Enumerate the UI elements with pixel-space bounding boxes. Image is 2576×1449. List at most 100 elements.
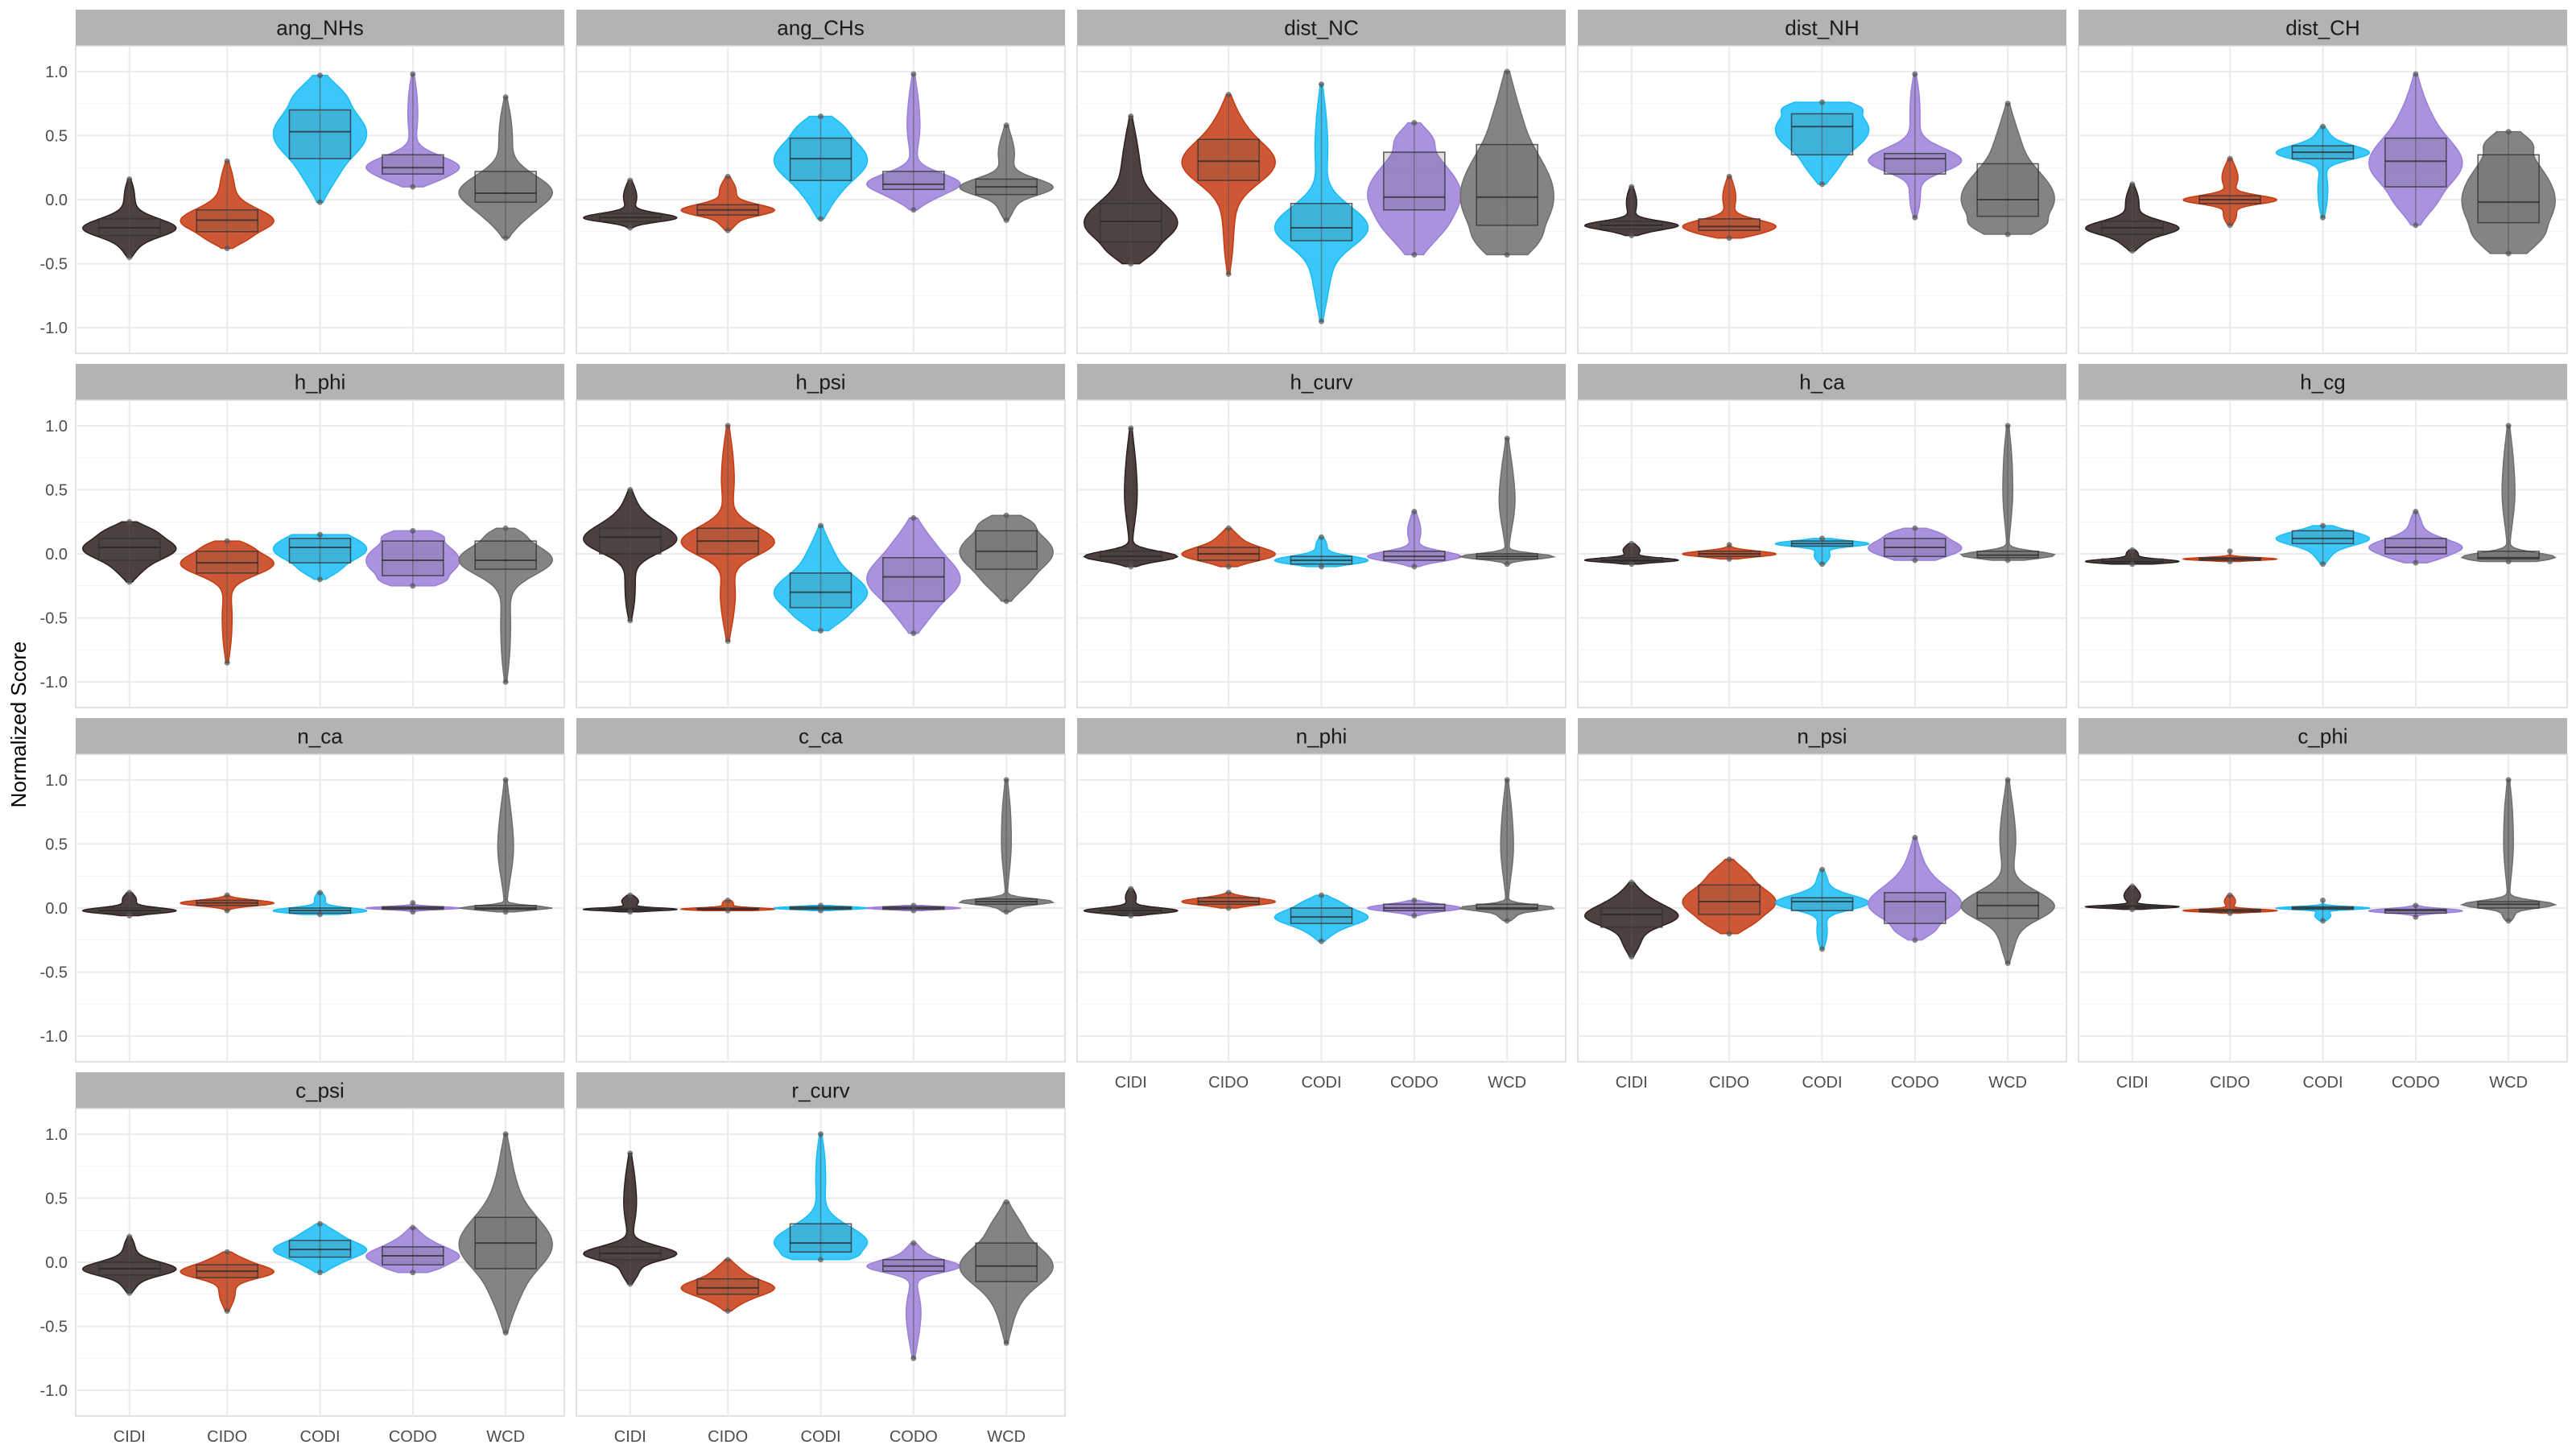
outlier-point [910,514,917,521]
box-iqr [382,154,444,175]
outlier-point [224,892,230,898]
outlier-point [126,254,133,261]
outlier-point [1411,913,1418,919]
outlier-point [627,225,634,231]
box-iqr [98,538,161,561]
box-iqr [975,1242,1038,1282]
outlier-point [818,1131,824,1137]
outlier-point [2413,508,2419,514]
x-tick-label: WCD [2489,1074,2528,1092]
box-iqr [382,540,444,576]
outlier-point [2129,248,2136,254]
y-tick-label: 1.0 [45,772,68,790]
outlier-point [224,1249,230,1255]
x-tick-label: CIDO [1709,1074,1749,1092]
outlier-point [1003,1199,1009,1205]
outlier-point [1225,564,1232,570]
facet-strip [2079,364,2567,400]
outlier-point [2227,155,2233,162]
outlier-point [724,638,731,644]
outlier-point [1912,937,1918,943]
box-iqr [1976,163,2039,217]
outlier-point [627,1281,634,1287]
outlier-point [1726,931,1732,937]
y-tick-label: -1.0 [40,1382,68,1400]
x-tick-label: CODI [2303,1074,2343,1092]
outlier-point [1819,561,1825,568]
facet-strip [1077,10,1566,46]
outlier-point [224,538,230,544]
y-tick-label: 0.0 [45,192,68,209]
outlier-point [1629,233,1635,239]
outlier-point [1003,217,1009,223]
outlier-point [910,907,917,914]
facet-strip [576,1072,1065,1108]
outlier-point [410,909,416,915]
outlier-point [627,177,634,184]
outlier-point [126,890,133,896]
outlier-point [627,892,634,898]
outlier-point [1504,777,1510,783]
facet-title: c_phi [2297,724,2347,749]
outlier-point [1319,81,1324,88]
x-tick-label: CODO [1390,1074,1439,1092]
y-tick-label: 0.5 [45,836,68,853]
outlier-point [1912,214,1918,221]
outlier-point [1411,564,1418,570]
facet-panel: n_ca -1.0 -0.5 0.0 0.5 1.0 [40,718,565,1063]
outlier-point [1504,918,1510,924]
facet-strip [2079,10,2567,46]
facet-title: h_psi [795,370,845,394]
outlier-point [2413,71,2419,77]
outlier-point [724,423,731,429]
outlier-point [1629,953,1635,960]
facet-panel: dist_NH [1577,10,2067,354]
outlier-point [1003,909,1009,915]
outlier-point [1726,555,1732,562]
outlier-point [2505,129,2512,135]
facet-strip [576,10,1065,46]
outlier-point [1726,542,1732,548]
outlier-point [1225,91,1232,97]
outlier-point [2413,902,2419,909]
box-iqr [1698,884,1761,915]
outlier-point [1003,512,1009,518]
facet-panel: c_phi CIDI CIDO CODI CODO WCD [2078,718,2568,1092]
outlier-point [1003,1340,1009,1346]
facet-title: dist_NH [1785,16,1859,40]
facet-title: dist_CH [2285,16,2359,40]
facet-title: dist_NC [1284,16,1358,40]
facet-strip [1578,364,2066,400]
facet-strip [76,1072,564,1108]
outlier-point [724,897,731,903]
outlier-point [224,245,230,251]
facet-title: ang_NHs [276,16,363,40]
outlier-point [224,907,230,914]
x-tick-label: CIDI [1616,1074,1648,1092]
outlier-point [818,216,824,222]
outlier-point [2004,960,2011,966]
facet-title: h_cg [2300,370,2345,394]
x-tick-label: WCD [1488,1074,1526,1092]
x-tick-label: WCD [486,1428,525,1446]
outlier-point [1726,857,1732,863]
outlier-point [2413,559,2419,566]
box-iqr [882,171,945,191]
box-iqr [288,538,352,564]
outlier-point [1504,251,1510,258]
outlier-point [2320,897,2326,903]
outlier-point [818,902,824,909]
outlier-point [724,907,731,914]
box-iqr [696,1278,759,1295]
outlier-point [224,1307,230,1314]
outlier-point [410,71,416,77]
box-iqr [1698,218,1761,231]
outlier-point [1819,99,1825,105]
outlier-point [818,907,824,914]
facet-panel: c_psi -1.0 -0.5 0.0 0.5 1.0 CIDI CIDO CODI CODO WC… [40,1072,565,1446]
outlier-point [1128,564,1134,570]
outlier-point [1128,114,1134,120]
outlier-point [2320,561,2326,568]
box-iqr [1476,903,1538,910]
outlier-point [2129,561,2136,568]
